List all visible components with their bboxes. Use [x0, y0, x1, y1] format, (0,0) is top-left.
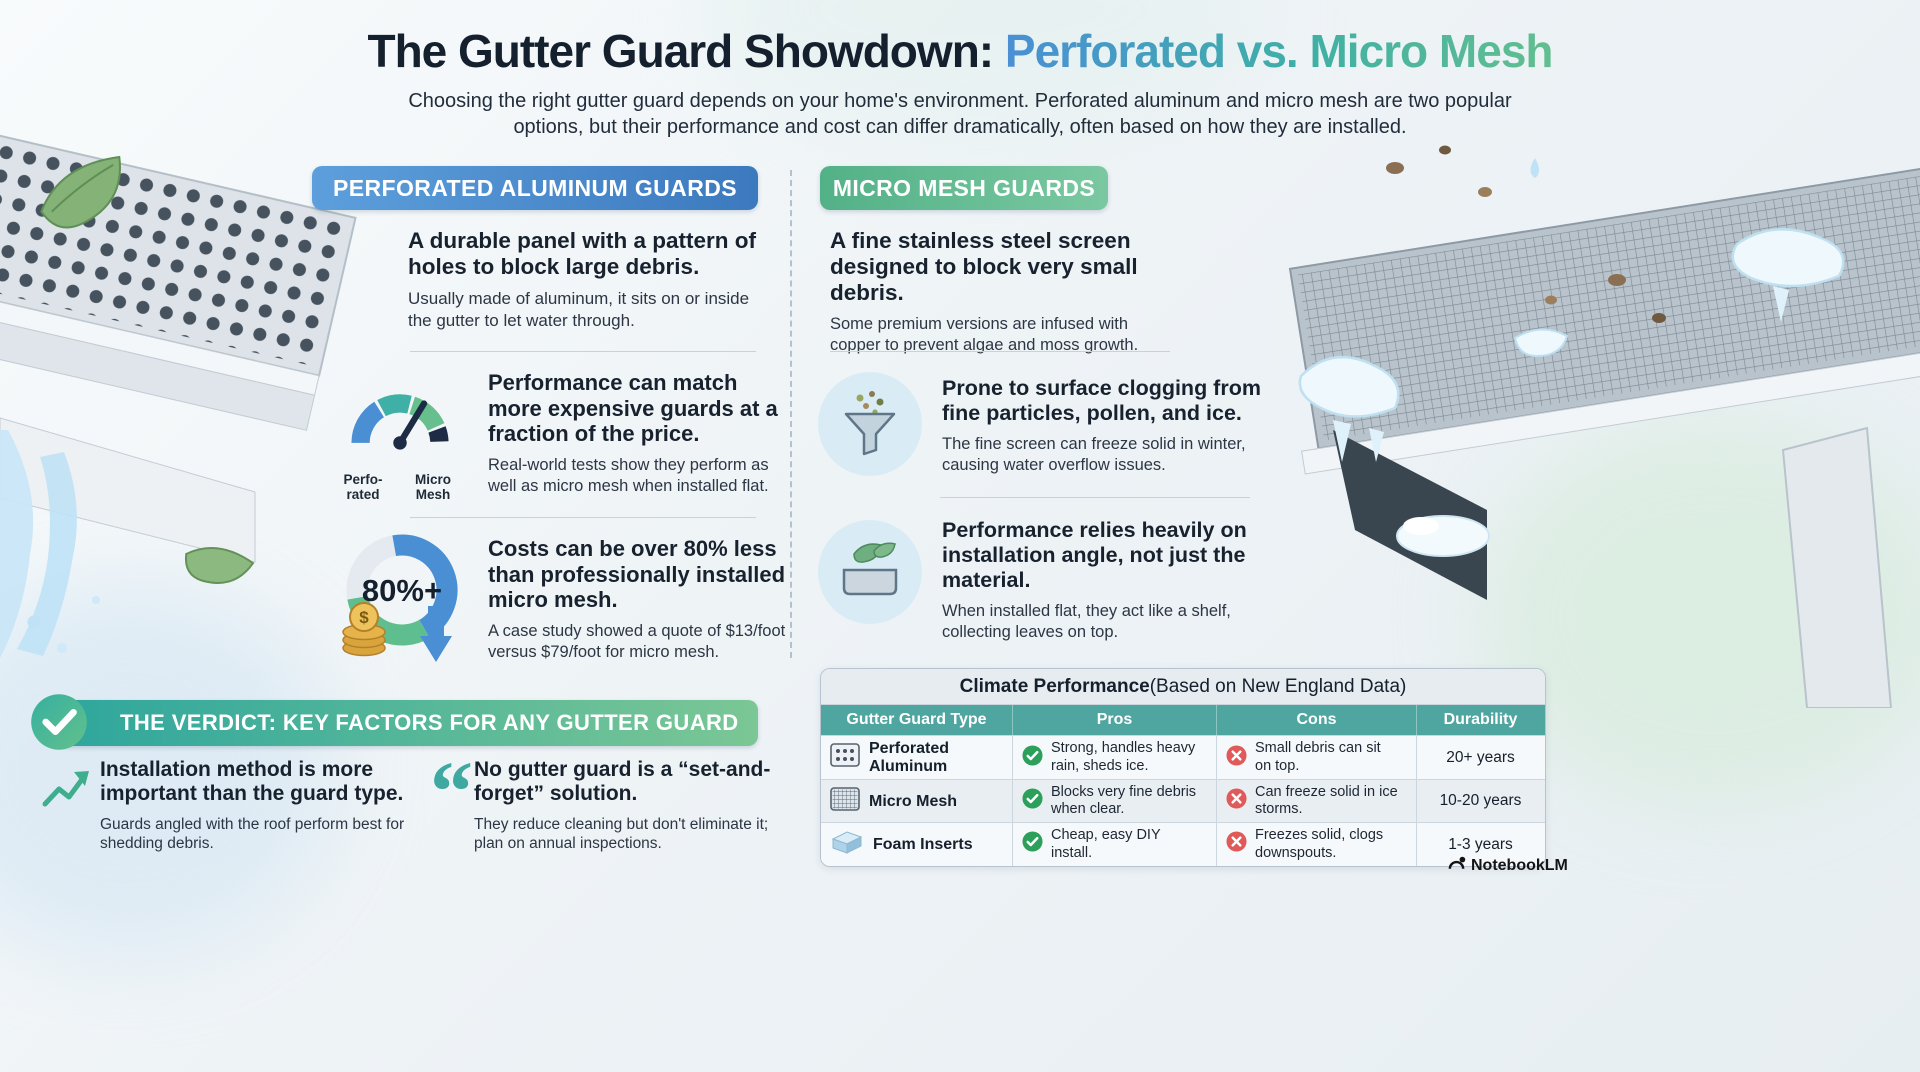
verdict-item-1-body: Guards angled with the roof perform best… [100, 815, 405, 853]
divider [410, 351, 756, 352]
row-cons-text: Can freeze solid in ice storms. [1255, 784, 1398, 818]
divider [940, 497, 1250, 498]
column-divider [790, 170, 792, 658]
perforated-item-3: Costs can be over 80% less than professi… [488, 536, 788, 662]
down-arrow-icon [420, 606, 452, 662]
perforated-item-3-body: A case study showed a quote of $13/foot … [488, 621, 786, 661]
row-type-label: Micro Mesh [869, 792, 958, 810]
gauge-right-label: Micro Mesh [414, 472, 451, 502]
notebooklm-branding: NotebookLM [1447, 855, 1568, 876]
cost-donut-icon: 80%+ $ [324, 524, 474, 679]
verdict-item-1-title: Installation method is more important th… [100, 758, 404, 806]
gauge-icon: Perfo-rated Micro Mesh [334, 366, 466, 502]
donut-value: 80%+ [362, 573, 442, 608]
row-type-label: Perforated Aluminum [869, 740, 950, 775]
foam-insert-icon [830, 829, 864, 860]
table-header-durability: Durability [1443, 711, 1518, 728]
perforated-item-2: Performance can match more expensive gua… [488, 370, 780, 496]
page-title: The Gutter Guard Showdown: Perforated vs… [0, 24, 1920, 78]
table-header-row: Gutter Guard Type Pros Cons Durability [821, 705, 1545, 735]
perforated-item-3-title: Costs can be over 80% less than professi… [488, 536, 786, 613]
page-subtitle: Choosing the right gutter guard depends … [408, 90, 1512, 139]
cross-circle-icon [1226, 831, 1247, 857]
table-row: Micro Mesh Blocks very fine debris when … [821, 779, 1545, 823]
page-title-accent: Perforated vs. Micro Mesh [1004, 25, 1554, 77]
row-durability: 1-3 years [1448, 835, 1513, 853]
row-pros-text: Cheap, easy DIY install. [1051, 827, 1161, 861]
quote-icon: “ [430, 743, 473, 839]
funnel-icon [818, 372, 922, 476]
verdict-item-2-title: No gutter guard is a “set-and-forget” so… [474, 758, 771, 806]
table-title: Climate Performance (Based on New Englan… [821, 669, 1545, 705]
coins-icon: $ [342, 602, 386, 657]
micromesh-item-1: A fine stainless steel screen designed t… [830, 228, 1202, 356]
micromesh-item-1-body: Some premium versions are infused with c… [830, 315, 1139, 355]
notebooklm-logo-icon [1447, 855, 1466, 876]
row-type-label: Foam Inserts [873, 835, 973, 853]
check-circle-icon [1022, 745, 1043, 771]
row-cons-text: Freezes solid, clogs downspouts. [1255, 827, 1384, 861]
verdict-check-icon [30, 693, 88, 751]
table-header-type: Gutter Guard Type [821, 705, 1013, 735]
table-header-cons: Cons [1217, 705, 1417, 735]
perforated-section-header: PERFORATED ALUMINUM GUARDS [312, 166, 758, 210]
micromesh-item-3-title: Performance relies heavily on installati… [942, 518, 1247, 592]
table-title-normal: (Based on New England Data) [1149, 675, 1407, 697]
micromesh-item-2-body: The fine screen can freeze solid in wint… [942, 434, 1246, 474]
micromesh-item-2-title: Prone to surface clogging from fine part… [942, 376, 1261, 425]
micro-mesh-panel-icon [830, 787, 860, 816]
page-title-prefix: The Gutter Guard Showdown: [367, 25, 1005, 77]
check-circle-icon [1022, 788, 1043, 814]
perforated-guard-illustration [0, 118, 357, 659]
perforated-panel-icon [830, 743, 860, 772]
micromesh-item-2: Prone to surface clogging from fine part… [942, 376, 1264, 476]
micromesh-item-3: Performance relies heavily on installati… [942, 518, 1252, 643]
verdict-item-2: No gutter guard is a “set-and-forget” so… [474, 758, 778, 854]
row-durability: 10-20 years [1439, 792, 1522, 810]
cross-circle-icon [1226, 745, 1247, 771]
perforated-item-2-title: Performance can match more expensive gua… [488, 370, 778, 447]
perforated-item-1-body: Usually made of aluminum, it sits on or … [408, 289, 750, 330]
notebooklm-label: NotebookLM [1471, 856, 1568, 874]
row-pros-text: Blocks very fine debris when clear. [1051, 784, 1197, 818]
micromesh-section-header: MICRO MESH GUARDS [820, 166, 1108, 210]
gutter-leaves-icon [818, 520, 922, 624]
table-row: Perforated Aluminum Strong, handles heav… [821, 735, 1545, 780]
row-durability: 20+ years [1446, 748, 1515, 766]
micromesh-item-1-title: A fine stainless steel screen designed t… [830, 228, 1138, 306]
verdict-item-1: Installation method is more important th… [100, 758, 432, 854]
perforated-item-1: A durable panel with a pattern of holes … [408, 228, 778, 331]
divider [410, 517, 756, 518]
perforated-item-1-title: A durable panel with a pattern of holes … [408, 228, 756, 280]
trend-up-icon [40, 762, 92, 819]
cross-circle-icon [1226, 788, 1247, 814]
verdict-section-header: THE VERDICT: KEY FACTORS FOR ANY GUTTER … [58, 700, 758, 746]
table-header-pros: Pros [1013, 705, 1217, 735]
table-row: Foam Inserts Cheap, easy DIY install. Fr… [821, 822, 1545, 866]
background-blob-blue [0, 580, 340, 960]
row-pros-text: Strong, handles heavy rain, sheds ice. [1051, 740, 1196, 774]
gauge-left-label: Perfo-rated [343, 472, 383, 502]
climate-performance-table: Climate Performance (Based on New Englan… [820, 668, 1546, 867]
check-circle-icon [1022, 831, 1043, 857]
coin-dollar-symbol: $ [359, 608, 369, 627]
micro-mesh-illustration [1288, 145, 1920, 708]
micromesh-item-3-body: When installed flat, they act like a she… [942, 601, 1231, 641]
table-title-bold: Climate Performance [959, 675, 1150, 697]
verdict-item-2-body: They reduce cleaning but don't eliminate… [474, 815, 769, 853]
row-cons-text: Small debris can sit on top. [1255, 740, 1381, 774]
divider [830, 351, 1170, 352]
perforated-item-2-body: Real-world tests show they perform as we… [488, 455, 769, 495]
